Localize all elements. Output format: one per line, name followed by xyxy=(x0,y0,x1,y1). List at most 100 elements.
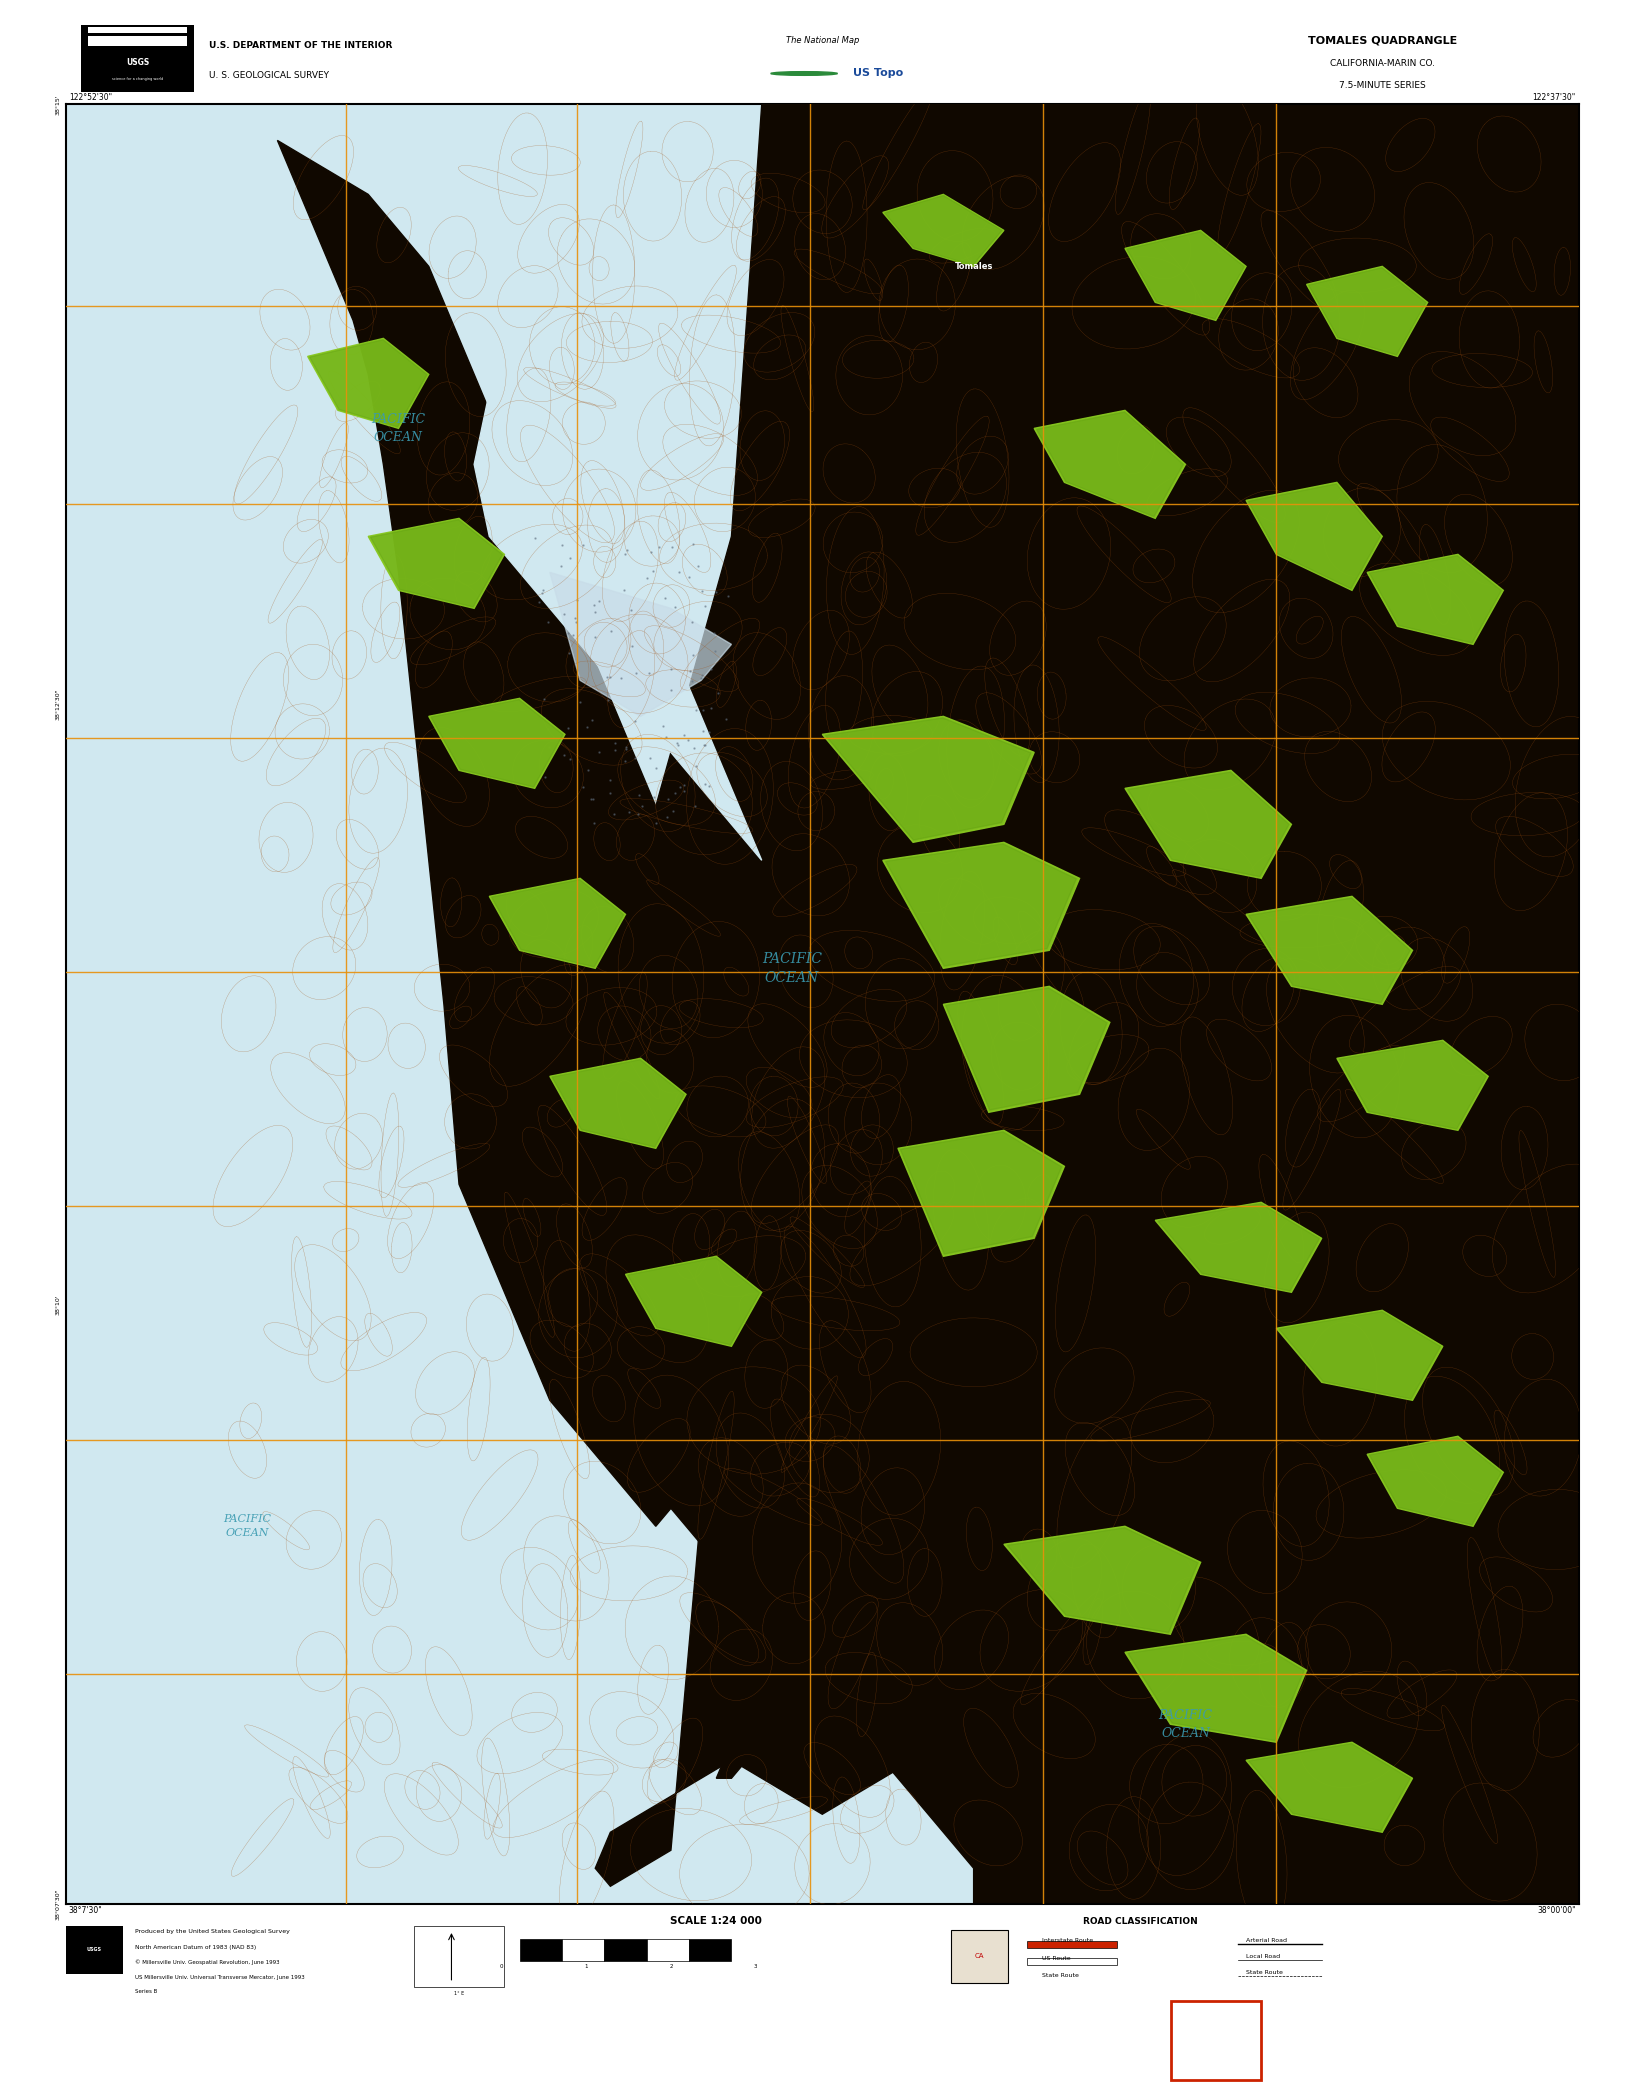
Point xyxy=(586,735,613,768)
Text: Series B: Series B xyxy=(136,1990,157,1994)
Text: 3: 3 xyxy=(753,1965,757,1969)
Polygon shape xyxy=(883,841,1079,969)
Polygon shape xyxy=(1279,1311,1440,1399)
Point xyxy=(663,727,690,760)
Point xyxy=(680,526,706,560)
Bar xyxy=(604,1940,647,1961)
Point xyxy=(675,560,701,593)
Point xyxy=(555,616,581,649)
Point xyxy=(593,660,619,693)
Point xyxy=(622,704,649,737)
Text: PACIFIC
OCEAN: PACIFIC OCEAN xyxy=(223,1514,272,1539)
Point xyxy=(685,549,711,583)
Bar xyxy=(690,1940,732,1961)
Polygon shape xyxy=(826,718,1030,839)
Polygon shape xyxy=(308,338,429,428)
Polygon shape xyxy=(1125,770,1291,879)
Point xyxy=(647,530,673,564)
Point xyxy=(703,635,729,668)
Polygon shape xyxy=(1369,1439,1502,1524)
Bar xyxy=(1171,2000,1261,2080)
Point xyxy=(652,580,678,614)
Polygon shape xyxy=(883,194,1004,267)
Point xyxy=(676,654,703,687)
Polygon shape xyxy=(1337,1040,1489,1130)
Point xyxy=(523,522,549,555)
Point xyxy=(690,693,716,727)
Point xyxy=(598,660,624,693)
Polygon shape xyxy=(1369,555,1502,643)
Text: 38°07'30": 38°07'30" xyxy=(56,1888,61,1921)
Bar xyxy=(80,25,195,92)
Polygon shape xyxy=(898,1130,1065,1257)
Point xyxy=(619,628,645,662)
Point xyxy=(688,574,714,608)
Point xyxy=(581,620,608,654)
Point xyxy=(565,585,591,618)
Point xyxy=(626,779,652,812)
Text: USGS: USGS xyxy=(87,1948,102,1952)
Bar xyxy=(952,1929,1009,1984)
Point xyxy=(678,606,704,639)
Text: CA: CA xyxy=(975,1954,984,1959)
Polygon shape xyxy=(1034,411,1186,518)
Text: science for a changing world: science for a changing world xyxy=(111,77,164,81)
Point xyxy=(658,674,685,708)
Text: US Route: US Route xyxy=(1042,1956,1070,1961)
Point xyxy=(529,572,555,606)
Polygon shape xyxy=(552,1059,685,1146)
Text: 1: 1 xyxy=(585,1965,588,1969)
Point xyxy=(691,729,717,762)
Text: CALIFORNIA-MARIN CO.: CALIFORNIA-MARIN CO. xyxy=(1330,58,1435,69)
Point xyxy=(690,658,716,691)
Point xyxy=(562,601,588,635)
Polygon shape xyxy=(1037,411,1183,516)
Polygon shape xyxy=(490,879,626,969)
Point xyxy=(581,806,608,839)
Text: SCALE 1:24 000: SCALE 1:24 000 xyxy=(670,1917,762,1927)
Text: © Millersville Univ. Geospatial Revolution, June 1993: © Millersville Univ. Geospatial Revoluti… xyxy=(136,1961,280,1965)
Text: PACIFIC
OCEAN: PACIFIC OCEAN xyxy=(1158,1708,1212,1739)
Text: The National Map: The National Map xyxy=(786,35,858,44)
Text: SCALE 1:24 000: SCALE 1:24 000 xyxy=(786,2032,852,2040)
Polygon shape xyxy=(550,572,732,716)
Polygon shape xyxy=(1368,555,1504,645)
Polygon shape xyxy=(945,988,1107,1111)
Polygon shape xyxy=(1307,267,1428,357)
Text: ROAD CLASSIFICATION: ROAD CLASSIFICATION xyxy=(1083,1917,1197,1925)
Point xyxy=(698,691,724,725)
Point xyxy=(693,729,719,762)
Bar xyxy=(88,35,187,46)
Point xyxy=(580,783,606,816)
Point xyxy=(613,733,639,766)
Point xyxy=(557,743,583,777)
Point xyxy=(570,528,596,562)
Point xyxy=(598,614,624,647)
Polygon shape xyxy=(716,1274,898,1779)
Polygon shape xyxy=(885,196,1002,265)
Text: 38°00'00": 38°00'00" xyxy=(1536,1906,1576,1915)
Polygon shape xyxy=(369,518,505,608)
Point xyxy=(660,793,686,827)
Point xyxy=(595,683,621,716)
Point xyxy=(611,574,637,608)
Point xyxy=(567,685,593,718)
Point xyxy=(555,712,581,745)
Point xyxy=(681,731,708,764)
Point xyxy=(655,783,681,816)
Point xyxy=(536,731,562,764)
Point xyxy=(683,693,709,727)
Point xyxy=(613,745,639,779)
Polygon shape xyxy=(519,104,1579,1904)
Bar xyxy=(1027,1940,1117,1948)
Point xyxy=(634,562,660,595)
Text: USGS: USGS xyxy=(126,58,149,67)
Point xyxy=(596,777,622,810)
Text: Produced by the United States Geological Survey: Produced by the United States Geological… xyxy=(136,1929,290,1933)
Text: 38°15': 38°15' xyxy=(56,94,61,115)
Point xyxy=(650,710,676,743)
Polygon shape xyxy=(1248,484,1381,589)
Point xyxy=(629,789,655,823)
Polygon shape xyxy=(310,340,428,426)
Point xyxy=(529,576,555,610)
